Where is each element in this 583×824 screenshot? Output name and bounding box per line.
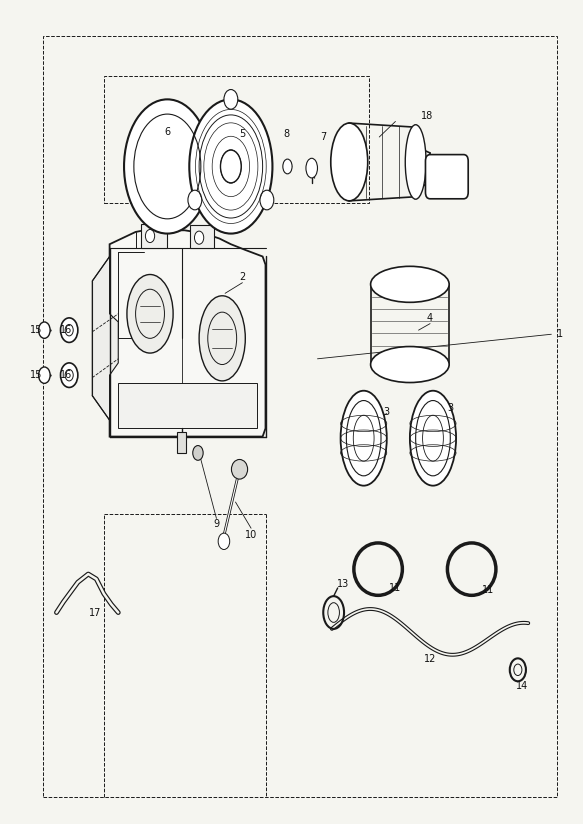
Text: 3: 3 [447, 403, 454, 413]
Ellipse shape [371, 347, 449, 382]
Ellipse shape [193, 446, 203, 461]
Ellipse shape [306, 158, 318, 178]
Text: 18: 18 [421, 110, 433, 121]
Ellipse shape [61, 318, 78, 343]
Bar [118, 383, 257, 428]
Text: 1: 1 [557, 330, 563, 339]
Text: 17: 17 [89, 607, 101, 617]
Ellipse shape [283, 159, 292, 174]
Ellipse shape [61, 363, 78, 387]
Text: 6: 6 [164, 127, 170, 137]
Text: 10: 10 [245, 530, 257, 540]
Ellipse shape [38, 367, 50, 383]
Text: 16: 16 [60, 370, 72, 380]
Text: 7: 7 [320, 132, 326, 142]
Text: 11: 11 [482, 585, 494, 596]
Text: 16: 16 [60, 325, 72, 335]
Text: 15: 15 [30, 370, 43, 380]
Text: 15: 15 [30, 325, 43, 335]
Bar [43, 35, 557, 797]
Bar [104, 77, 370, 204]
Ellipse shape [405, 124, 426, 199]
Bar [191, 226, 213, 248]
Polygon shape [92, 256, 118, 420]
Ellipse shape [220, 150, 241, 183]
Ellipse shape [331, 123, 368, 201]
Ellipse shape [340, 391, 387, 485]
Ellipse shape [218, 533, 230, 550]
Text: 13: 13 [338, 579, 350, 589]
Ellipse shape [127, 274, 173, 353]
Text: 2: 2 [239, 272, 245, 282]
Ellipse shape [189, 100, 272, 233]
Text: 4: 4 [427, 313, 433, 323]
Text: 14: 14 [517, 681, 529, 691]
Ellipse shape [145, 230, 154, 242]
Ellipse shape [199, 296, 245, 381]
Ellipse shape [188, 190, 202, 210]
Ellipse shape [65, 325, 73, 336]
Text: 9: 9 [213, 519, 219, 529]
Ellipse shape [410, 391, 456, 485]
Ellipse shape [124, 100, 210, 233]
Ellipse shape [195, 231, 203, 244]
Text: 3: 3 [384, 407, 390, 417]
Ellipse shape [231, 460, 248, 479]
Ellipse shape [224, 90, 238, 109]
Ellipse shape [260, 190, 274, 210]
Bar [141, 224, 167, 248]
Bar [177, 433, 187, 453]
Text: 5: 5 [239, 129, 245, 138]
Ellipse shape [38, 322, 50, 339]
Text: 12: 12 [424, 654, 436, 664]
Polygon shape [110, 230, 265, 437]
Ellipse shape [371, 266, 449, 302]
FancyBboxPatch shape [426, 155, 468, 199]
Text: 11: 11 [389, 583, 402, 593]
Text: 8: 8 [284, 129, 290, 138]
Ellipse shape [65, 369, 73, 381]
